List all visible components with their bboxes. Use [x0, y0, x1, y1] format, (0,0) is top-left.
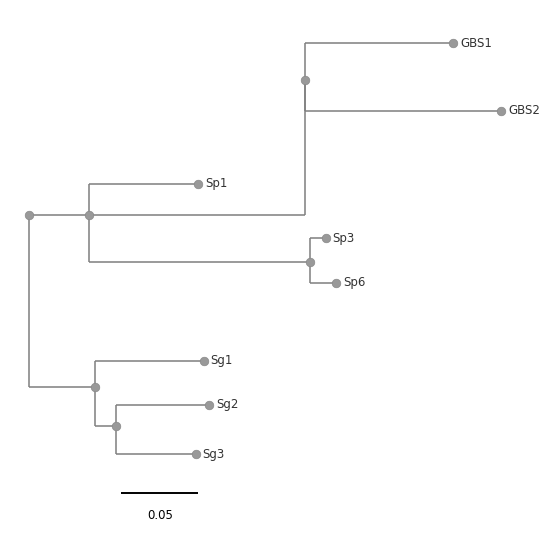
Text: 0.05: 0.05 [147, 509, 173, 522]
Point [332, 278, 341, 287]
Point [449, 39, 458, 48]
Text: Sp3: Sp3 [332, 232, 355, 245]
Text: Sg3: Sg3 [202, 447, 225, 461]
Point [85, 211, 94, 219]
Text: Sp1: Sp1 [205, 177, 227, 190]
Point [205, 400, 214, 409]
Point [191, 450, 200, 459]
Point [90, 382, 99, 391]
Text: Sp6: Sp6 [344, 276, 366, 289]
Point [300, 75, 309, 84]
Point [305, 257, 314, 266]
Point [321, 234, 330, 242]
Text: Sg1: Sg1 [211, 354, 233, 367]
Text: GBS1: GBS1 [460, 37, 492, 50]
Text: Sg2: Sg2 [216, 398, 238, 411]
Point [497, 107, 505, 115]
Point [194, 179, 203, 188]
Point [199, 356, 208, 365]
Text: GBS2: GBS2 [508, 105, 540, 117]
Point [111, 421, 120, 430]
Point [25, 211, 34, 219]
